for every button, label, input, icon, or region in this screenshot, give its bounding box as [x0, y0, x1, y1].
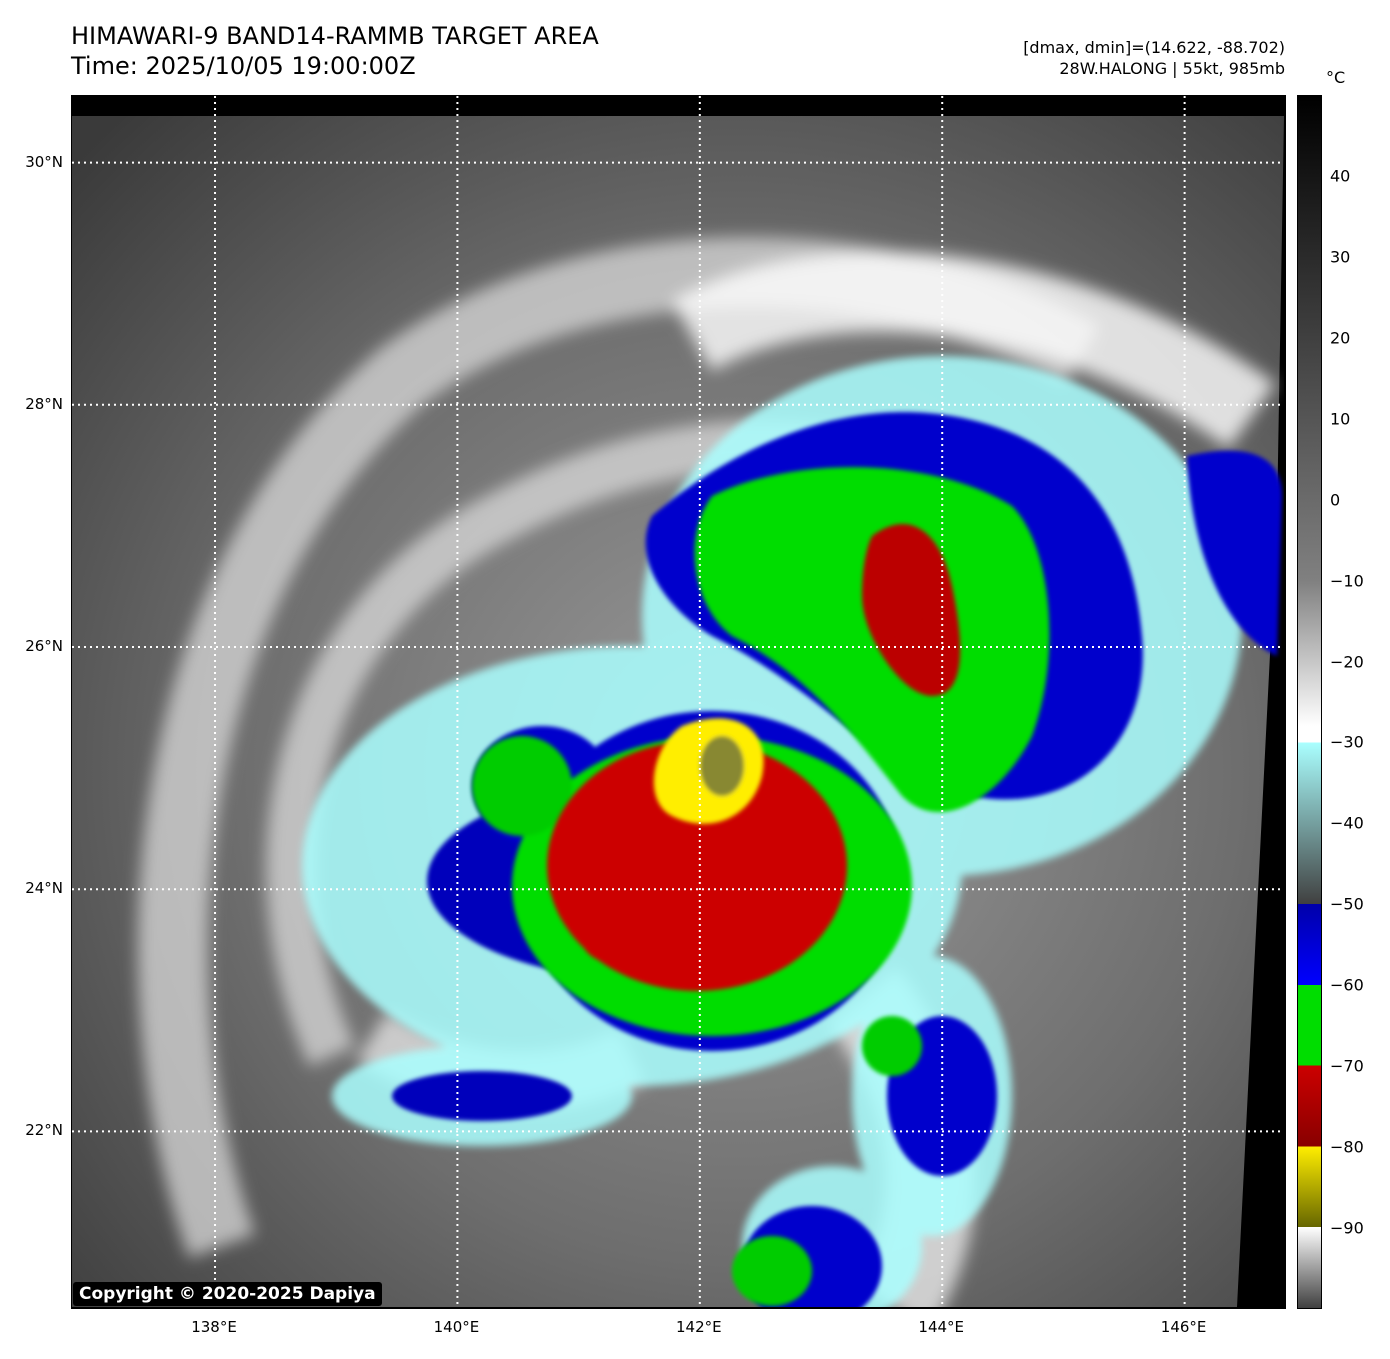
lat-label-28: 28°N — [25, 394, 63, 413]
satellite-image — [72, 96, 1284, 1307]
lat-label-26: 26°N — [25, 637, 63, 655]
colorbar-tick-label: 30 — [1330, 247, 1351, 267]
red-region — [547, 524, 961, 991]
lon-label-146: 146°E — [1160, 1318, 1207, 1336]
colorbar-tick-label: −80 — [1330, 1137, 1364, 1157]
colorbar-tick-label: −20 — [1330, 652, 1364, 672]
map-title: HIMAWARI-9 BAND14-RAMMB TARGET AREA — [71, 22, 599, 50]
no-data-right — [1237, 116, 1284, 1307]
lat-label-24: 24°N — [25, 879, 63, 898]
colorbar-tick-label: −10 — [1330, 571, 1364, 591]
colorbar-tick-label: −70 — [1330, 1056, 1364, 1076]
colorbar-tick-label: 10 — [1330, 409, 1351, 429]
lat-label-30: 30°N — [25, 152, 63, 171]
copyright-badge: Copyright © 2020-2025 Dapiya — [73, 1282, 382, 1306]
no-data-top — [72, 96, 1284, 116]
colorbar-tick-label: −60 — [1330, 975, 1364, 995]
colorbar-tick-label: 0 — [1330, 490, 1341, 510]
data-range: [dmax, dmin]=(14.622, -88.702) — [1023, 38, 1285, 57]
colorbar — [1297, 95, 1322, 1309]
colorbar-tick-label: −30 — [1330, 732, 1364, 752]
colorbar-tick-label: −90 — [1330, 1218, 1364, 1238]
storm-info: 28W.HALONG | 55kt, 985mb — [1059, 59, 1285, 78]
lon-label-140: 140°E — [433, 1318, 480, 1336]
colorbar-tick-label: 20 — [1330, 328, 1351, 348]
colorbar-tick-label: −40 — [1330, 813, 1364, 833]
lat-label-22: 22°N — [25, 1121, 63, 1140]
colorbar-tick-label: 40 — [1330, 166, 1351, 186]
lon-label-142: 142°E — [676, 1318, 722, 1336]
colorbar-tick-label: −50 — [1330, 894, 1364, 914]
yellow-region — [653, 718, 764, 824]
map-time: Time: 2025/10/05 19:00:00Z — [71, 52, 416, 80]
satellite-map — [71, 95, 1286, 1309]
colorbar-unit: °C — [1326, 68, 1346, 87]
lon-label-144: 144°E — [918, 1318, 965, 1336]
graticule — [72, 96, 1284, 1307]
lon-label-138: 138°E — [191, 1318, 237, 1336]
